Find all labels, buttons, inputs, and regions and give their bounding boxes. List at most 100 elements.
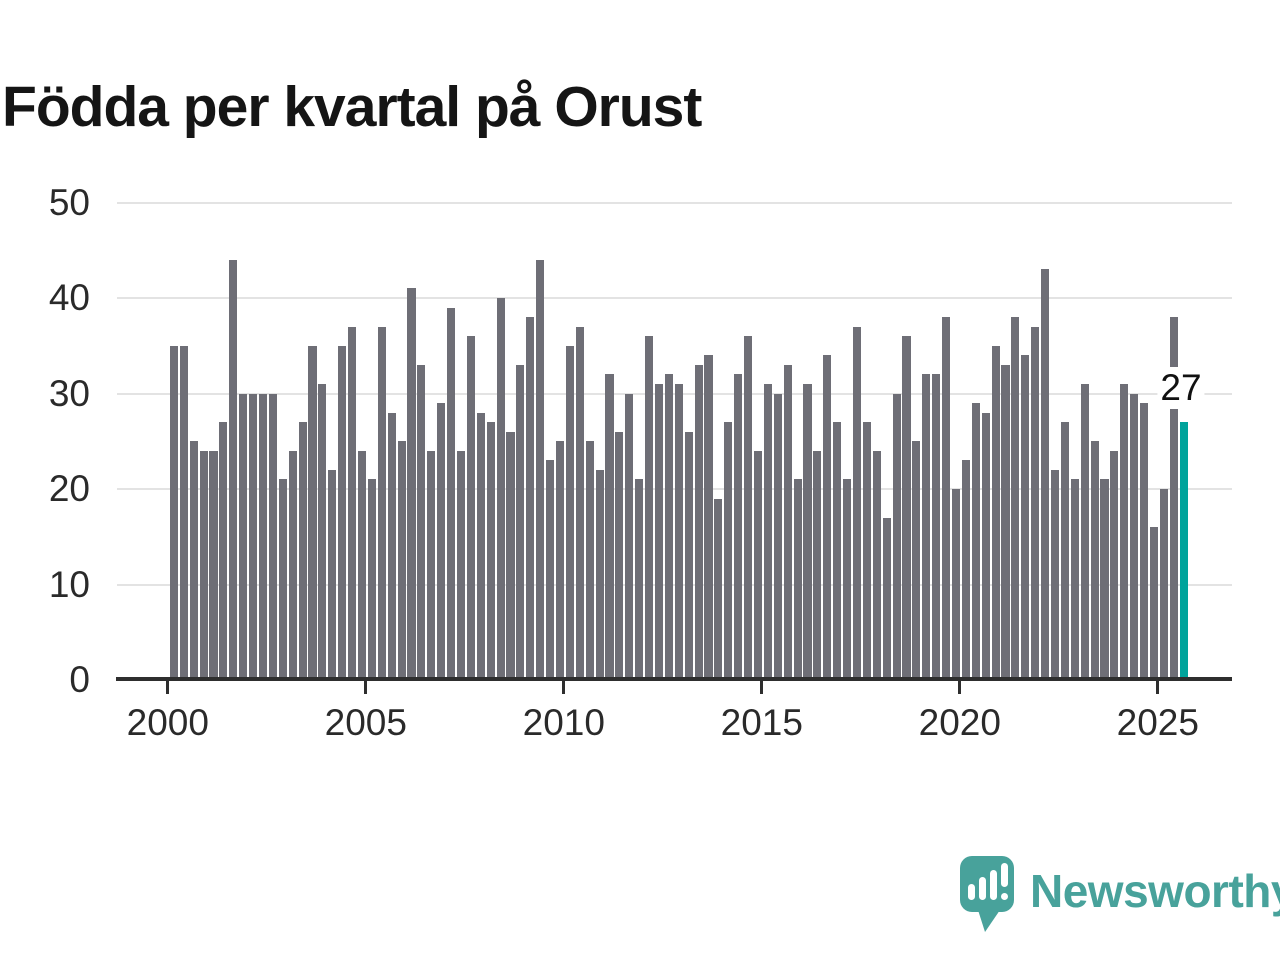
bar [674,383,683,680]
bar [1011,317,1020,680]
x-axis-label: 2020 [918,702,1001,743]
bar [348,326,357,680]
bar [654,383,664,680]
bar [476,412,485,680]
bar [486,422,495,680]
highlighted-bar [1179,422,1188,680]
gridline [117,201,1232,204]
bar [417,364,426,680]
bar [1070,479,1079,680]
bar [783,364,792,680]
bar [1001,364,1010,680]
bar [753,450,763,680]
bar [763,383,772,680]
bar [585,441,594,680]
x-axis-label: 2010 [522,702,605,743]
x-axis-tick [166,681,170,694]
bar [357,450,367,680]
bar [169,345,178,680]
bar [407,288,416,680]
bar [526,317,535,680]
x-axis-tick [760,681,764,694]
bar [684,431,693,680]
y-axis-label: 10 [48,563,90,605]
bar [902,336,911,680]
bar [872,450,881,680]
bar [516,364,525,680]
bar [575,326,584,680]
bar [971,403,980,680]
bar [664,374,673,680]
bar [565,345,574,680]
bar [595,469,604,680]
bar [209,450,218,680]
bar [199,450,208,680]
bar [377,326,386,680]
bar [1159,489,1168,680]
x-axis-label: 2000 [126,702,209,743]
bar [843,479,852,680]
bar [229,259,238,680]
bar [694,364,703,680]
bar [942,317,951,680]
newsworthy-logo-text: Newsworthy [1030,865,1280,917]
bar [1080,383,1089,680]
bar [1050,469,1060,680]
bar [367,479,376,680]
bar [506,431,515,680]
bar [862,422,871,680]
x-axis-line [116,677,1232,681]
x-axis-tick [958,681,962,694]
bar [833,422,842,680]
bar [1140,403,1149,680]
bar [189,441,198,680]
y-axis-label: 50 [48,181,90,223]
bar [1031,326,1040,680]
x-axis-tick [364,681,368,694]
bar [1130,393,1139,680]
bar [823,355,832,680]
bar [852,326,862,680]
bar [258,393,268,680]
bar [328,469,337,680]
bar [744,336,753,680]
bar [1021,355,1030,680]
bar [912,441,921,680]
bar [397,441,406,680]
x-axis-label: 2025 [1116,702,1199,743]
y-axis-label: 30 [48,372,90,414]
bar [1110,450,1119,680]
bar [1100,479,1109,680]
gridline [117,297,1232,299]
bar [714,498,723,680]
bar [1041,269,1050,680]
bar [466,336,475,680]
x-axis-label: 2015 [720,702,803,743]
bar [813,450,822,680]
bar [536,259,545,680]
x-axis-tick [562,681,566,694]
bar [991,345,1000,680]
bar [645,336,654,680]
x-axis-tick [1156,681,1160,694]
bar [447,307,456,680]
bar [288,450,297,680]
gridline [117,488,1232,490]
bar [298,422,307,680]
bar [278,479,287,680]
gridline [117,392,1232,395]
bar [249,393,258,680]
bar [1169,317,1178,680]
bar [427,450,436,680]
y-axis-label: 40 [48,277,90,318]
gridline [117,583,1232,586]
bar [456,450,466,680]
bar [219,422,228,680]
bar [1120,383,1129,680]
bar [268,393,277,680]
bar [704,355,713,680]
page-title: Födda per kvartal på Orust [2,75,702,140]
bar [882,517,891,680]
y-axis-label: 20 [48,468,90,509]
